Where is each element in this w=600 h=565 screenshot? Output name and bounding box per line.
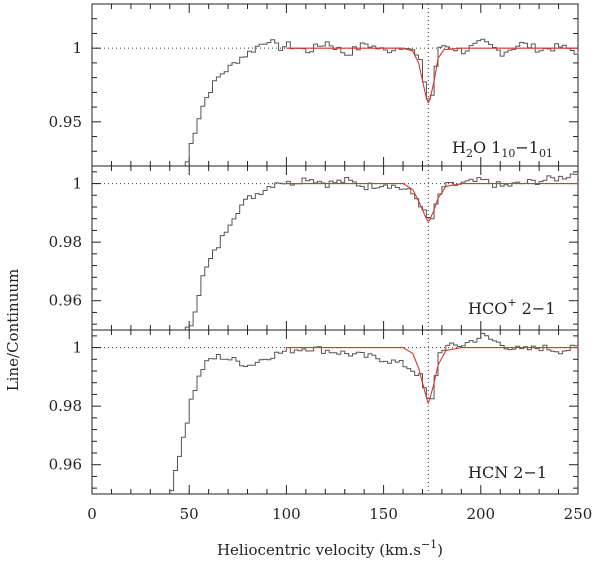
x-tick-labels: 0 50 100 150 200 250 [87,505,592,523]
annotation-hco: HCO+ 2−1 [468,296,555,318]
y-tick-label: 0.96 [49,292,82,310]
y-tick-label: 0.95 [49,113,82,131]
panel-frame [91,329,579,495]
x-tick-label: 50 [180,505,199,523]
observed-spectrum [169,333,579,494]
gaussian-fit [286,183,578,223]
x-tick-label: 0 [87,505,97,523]
x-tick-label: 250 [564,505,593,523]
y-tick-label: 1 [72,175,82,193]
x-tick-label: 100 [272,505,301,523]
x-tick-label: 150 [369,505,398,523]
observed-spectrum [184,173,579,330]
y-tick-label: 1 [72,339,82,357]
x-tick-label: 200 [466,505,495,523]
gaussian-fit [286,347,578,405]
y-tick-label: 0.96 [49,456,82,474]
y-tick-label: 0.98 [49,233,82,251]
y-axis-title: Line/Continuum [4,269,22,392]
y-tick-label: 1 [72,39,82,57]
panel-frame [91,3,579,167]
panel-hcn: 0.96 0.98 1 [49,329,579,495]
annotation-hcn: HCN 2−1 [468,463,547,482]
y-tick-label: 0.98 [49,397,82,415]
x-axis-title: Heliocentric velocity (km.s−1) [217,538,443,559]
annotation-h2o: H2O 110−101 [452,138,553,160]
gaussian-fit [286,47,578,105]
